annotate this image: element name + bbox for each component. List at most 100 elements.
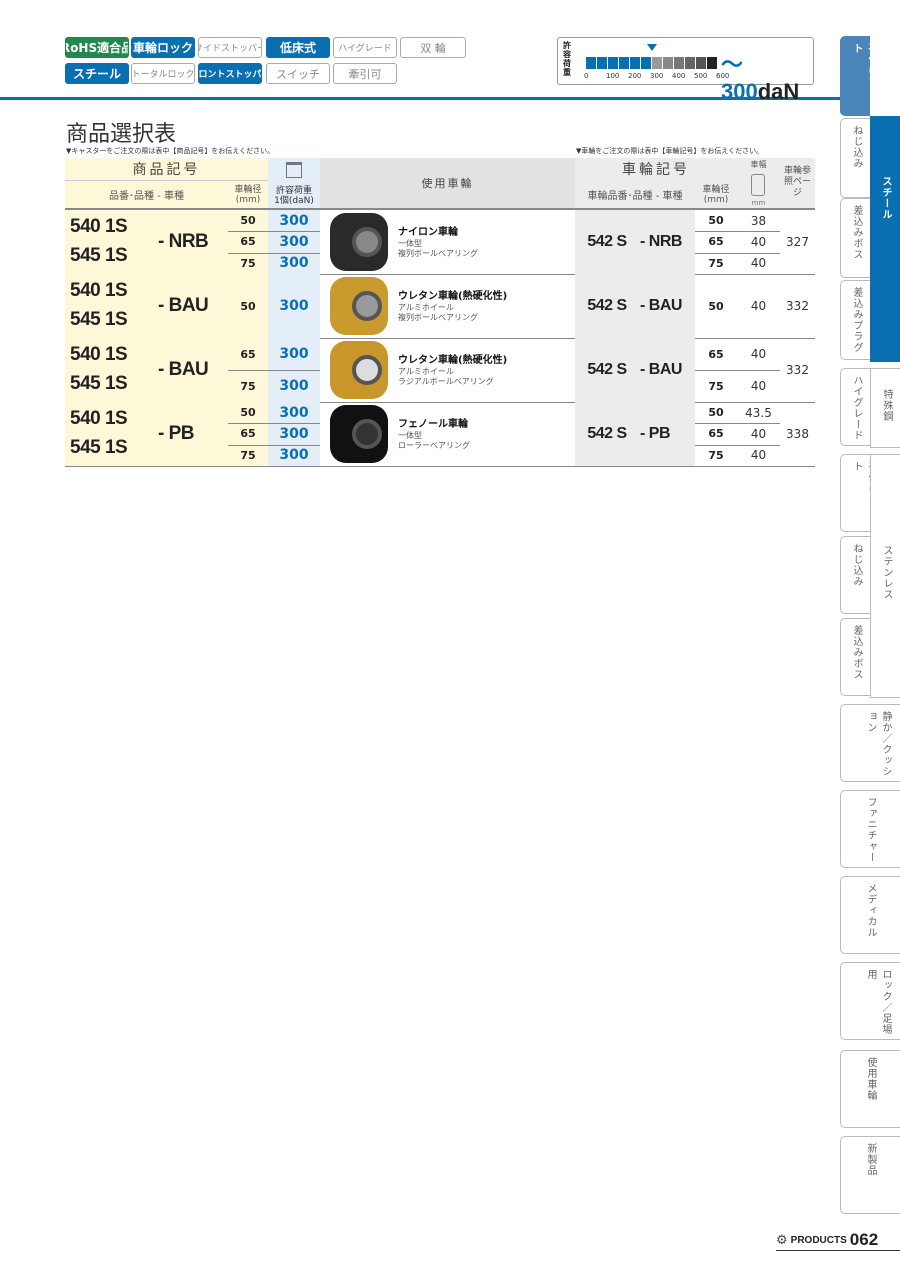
caster-logo-icon: ⚙ (776, 1232, 788, 1248)
sidebar-tab-12[interactable]: 使用車輪 (840, 1050, 900, 1128)
sidebar-tab-5[interactable]: 平付けプレート (840, 454, 877, 532)
sidebar-tab-2[interactable]: 差込みボス (840, 198, 870, 278)
badge-6: スチール (65, 63, 129, 84)
gauge-segment (663, 57, 673, 69)
gauge-segment (619, 57, 629, 69)
ref-page: 332 (786, 363, 809, 377)
product-code: 540 1S (70, 408, 128, 429)
load-value: 300 (279, 425, 309, 442)
badge-1: 車輪ロック (131, 37, 195, 58)
header-wheel-dia-2: 車輪径 (mm) (702, 185, 730, 205)
wheel-width: 40 (750, 448, 767, 463)
header-wheel-dia: 車輪径 (mm) (234, 185, 262, 205)
wheel-dia: 50 (240, 406, 256, 420)
gauge-tick: 600 (716, 72, 730, 80)
sidebar-tab-11[interactable]: ロック／足場用 (840, 962, 900, 1040)
wheel-width: 40 (750, 347, 767, 361)
wheel-dia: 75 (240, 256, 256, 270)
gauge-tick: 0 (584, 72, 589, 80)
sidebar-tab-1[interactable]: ねじ込み (840, 118, 870, 198)
sidebar-tab-13[interactable]: 新製品 (840, 1136, 900, 1214)
note-product: ▼キャスターをご注文の際は表中【商品記号】をお伝えください。 (66, 147, 275, 155)
wheel-code: 542 S (587, 425, 627, 442)
category-label: ステンレス (881, 545, 892, 600)
product-type: - NRB (158, 231, 209, 252)
wheel-dia-2: 75 (708, 448, 724, 462)
load-value: 300 (279, 255, 309, 272)
tab-label: ねじ込み (851, 543, 862, 587)
header-wheel-part: 車輪品番･品種 - 車種 (587, 190, 683, 202)
badge-8: フロントストッパー (198, 63, 262, 84)
tab-label: 差込みプラグ (851, 287, 862, 353)
gauge-tick: 500 (694, 72, 708, 80)
page-number: 062 (849, 1230, 879, 1249)
gauge-label: 許容荷重 (563, 41, 571, 77)
sidebar-tab-8[interactable]: 静か／クッション (840, 704, 900, 782)
badge-2: サイドストッパー (198, 37, 262, 58)
wheel-dia-2: 50 (708, 299, 724, 313)
sidebar-tab-9[interactable]: ファニチャー (840, 790, 900, 868)
wheel-dia: 65 (240, 347, 256, 361)
tab-label: ファニチャー (865, 797, 876, 863)
sidebar-tab-7[interactable]: 差込みボス (840, 618, 870, 696)
header-ref-page: 車輪参照ページ (784, 165, 812, 198)
header-wheel-code: 車輪記号 (622, 162, 690, 178)
wheel-dia: 65 (240, 235, 256, 249)
wheel-dia-2: 65 (708, 235, 724, 249)
product-type: - BAU (158, 295, 209, 316)
badge-5: 双 輪 (400, 37, 466, 58)
tab-label: ロック／足場用 (865, 969, 891, 1035)
load-value: 300 (279, 378, 309, 394)
product-type: - PB (158, 423, 195, 444)
ref-page: 327 (786, 235, 809, 249)
category-1[interactable]: 特殊鋼 (870, 368, 900, 448)
wheel-dia: 75 (240, 448, 256, 462)
tab-label: 差込みボス (851, 205, 862, 260)
category-0[interactable]: スチール (870, 116, 900, 362)
footer: ⚙ PRODUCTS 062 (776, 1230, 878, 1250)
gauge-segment (608, 57, 618, 69)
wheel-dia-2: 65 (708, 427, 724, 441)
wheel-dia: 65 (240, 427, 256, 441)
gauge-segment (652, 57, 662, 69)
load-value: 300 (279, 298, 309, 314)
wheel-code: 542 S (587, 361, 627, 378)
gauge-segment (630, 57, 640, 69)
tab-label: 新製品 (865, 1143, 876, 1176)
sidebar-tab-0[interactable]: 平付けプレート (840, 36, 877, 116)
gauge-segment (696, 57, 706, 69)
gauge-tick: 400 (672, 72, 686, 80)
wheel-dia-2: 50 (708, 214, 724, 228)
badge-7: トータルロック (131, 63, 195, 84)
gauge-pointer-icon (647, 44, 657, 51)
sidebar-tab-10[interactable]: メディカル (840, 876, 900, 954)
load-value: 300 (279, 404, 309, 421)
wheel-width: 40 (750, 379, 767, 393)
wheel-width: 40 (750, 234, 767, 249)
tab-label: 平付けプレート (851, 43, 877, 109)
footer-brand: PRODUCTS (790, 1234, 847, 1246)
product-code: 540 1S (70, 216, 128, 237)
product-code: 540 1S (70, 280, 128, 301)
header-wheel-used: 使用車輪 (421, 177, 474, 190)
gauge-tick: 300 (650, 72, 664, 80)
sidebar-tab-6[interactable]: ねじ込み (840, 536, 870, 614)
gauge-tick: 100 (606, 72, 620, 80)
product-code: 540 1S (70, 344, 128, 365)
header-width-mm: mm (751, 199, 766, 207)
gauge-segment (674, 57, 684, 69)
wheel-width: 38 (750, 213, 767, 228)
category-2[interactable]: ステンレス (870, 454, 900, 698)
wheel-dia-2: 50 (708, 406, 724, 420)
product-code: 545 1S (70, 373, 128, 394)
sidebar-tab-4[interactable]: ハイグレード (840, 368, 870, 446)
wheel-description: ウレタン車輪(熱硬化性) アルミホイール 複列ボールベアリング (398, 291, 508, 322)
category-label: スチール (880, 176, 891, 220)
product-type: - BAU (158, 359, 209, 380)
load-value: 300 (279, 212, 309, 229)
wheel-image (330, 341, 388, 399)
wheel-description: ウレタン車輪(熱硬化性) アルミホイール ラジアルボールベアリング (398, 355, 508, 386)
sidebar-tab-3[interactable]: 差込みプラグ (840, 280, 870, 360)
badge-9: スイッチ (266, 63, 330, 84)
tab-label: ねじ込み (851, 125, 862, 169)
